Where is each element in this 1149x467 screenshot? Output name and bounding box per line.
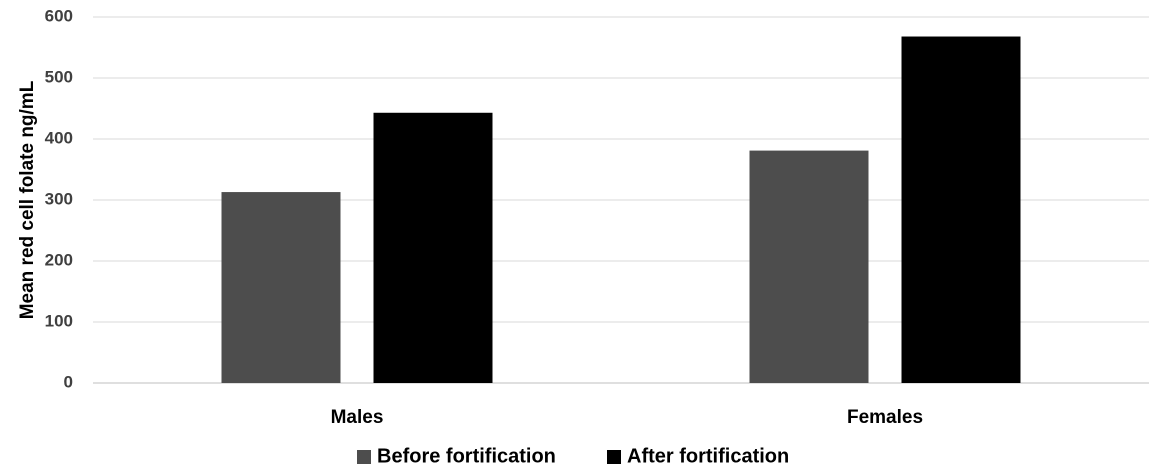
y-axis-title: Mean red cell folate ng/mL (17, 80, 38, 319)
bar-males-before (221, 192, 341, 383)
y-tick-label: 300 (45, 189, 73, 208)
legend-label: After fortification (627, 445, 789, 467)
y-tick-label: 400 (45, 128, 73, 147)
y-tick-label: 600 (45, 6, 73, 25)
y-tick-label: 200 (45, 250, 73, 269)
legend-swatch (607, 450, 621, 464)
y-tick-label: 0 (64, 372, 73, 391)
bars (221, 36, 1021, 384)
y-tick-label: 100 (45, 311, 73, 330)
legend-item: After fortification (607, 445, 789, 467)
y-axis-tick-labels: 0 100 200 300 400 500 600 (45, 6, 73, 391)
bar-females-before (749, 150, 869, 383)
bar-females-after (901, 36, 1021, 384)
x-axis-category-labels: Males Females (331, 407, 923, 428)
legend-swatch (357, 450, 371, 464)
x-category-label: Females (847, 407, 923, 428)
legend-label: Before fortification (377, 445, 556, 467)
legend-item: Before fortification (357, 445, 556, 467)
bar-males-after (373, 112, 493, 384)
x-category-label: Males (331, 407, 384, 428)
y-tick-label: 500 (45, 67, 73, 86)
legend: Before fortification After fortification (357, 445, 789, 467)
